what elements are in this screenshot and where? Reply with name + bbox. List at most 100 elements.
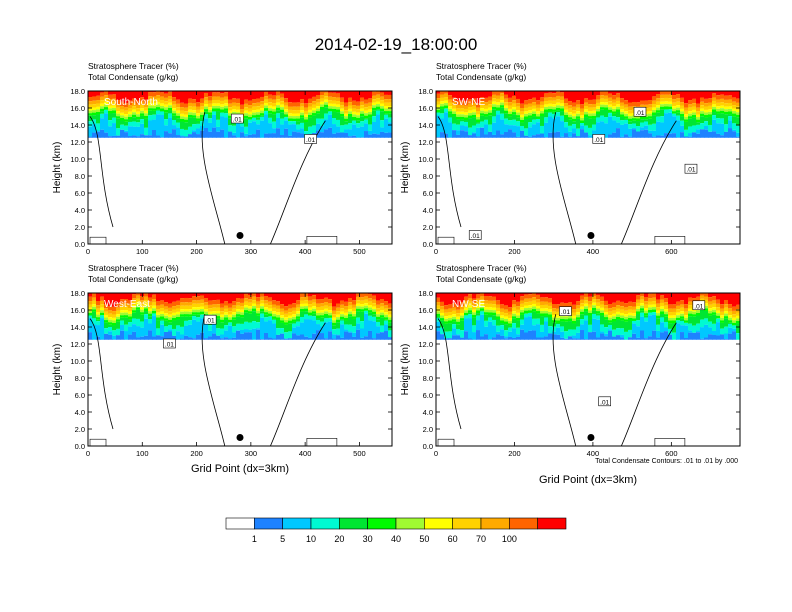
tracer-cell <box>380 103 385 107</box>
tracer-cell <box>364 115 369 119</box>
tracer-cell <box>236 109 241 113</box>
tracer-cell <box>236 103 241 107</box>
tracer-cell <box>88 312 93 316</box>
tracer-cell <box>204 302 209 306</box>
tracer-cell <box>216 328 221 336</box>
tracer-cell <box>596 294 601 300</box>
tracer-cell <box>684 107 689 111</box>
tracer-cell <box>648 315 653 337</box>
tracer-cell <box>596 99 601 103</box>
tracer-cell <box>708 102 713 106</box>
tracer-cell <box>296 300 301 305</box>
tracer-cell <box>504 305 509 310</box>
tracer-cell <box>468 314 473 319</box>
tracer-cell <box>472 306 477 310</box>
xlabel-right: Grid Point (dx=3km) <box>539 474 637 486</box>
tracer-cell <box>484 108 489 112</box>
tracer-cell <box>348 332 353 340</box>
tracer-cell <box>128 334 133 340</box>
tracer-cell <box>688 301 693 306</box>
tracer-cell <box>500 91 505 94</box>
tracer-cell <box>616 314 621 317</box>
tracer-cell <box>92 304 97 307</box>
tracer-cell <box>372 321 377 339</box>
tracer-cell <box>300 91 305 100</box>
tracer-cell <box>176 127 181 136</box>
contour-label: .01 <box>694 303 703 310</box>
tracer-cell <box>160 114 165 138</box>
tracer-cell <box>284 322 289 325</box>
tracer-cell <box>500 304 505 309</box>
tracer-cell <box>128 326 133 335</box>
tracer-cell <box>444 93 449 98</box>
tracer-cell <box>508 105 513 109</box>
tracer-cell <box>712 115 717 120</box>
tracer-cell <box>480 91 485 98</box>
tracer-cell <box>88 126 93 137</box>
tracer-cell <box>140 314 145 322</box>
tracer-cell <box>124 116 129 120</box>
tracer-cell <box>308 293 313 297</box>
tracer-cell <box>500 323 505 326</box>
tracer-cell <box>620 328 625 335</box>
tracer-cell <box>204 111 209 115</box>
tracer-cell <box>152 103 157 106</box>
tracer-cell <box>488 293 493 297</box>
tracer-cell <box>612 111 617 114</box>
tracer-cell <box>124 315 129 318</box>
tracer-cell <box>736 114 740 118</box>
tracer-cell <box>700 123 705 130</box>
tracer-cell <box>732 97 737 102</box>
tracer-cell <box>448 320 453 324</box>
tracer-cell <box>340 108 345 112</box>
tracer-cell <box>604 311 609 315</box>
tracer-cell <box>468 293 473 295</box>
tracer-cell <box>336 132 341 138</box>
tracer-cell <box>616 117 621 123</box>
tracer-cell <box>536 100 541 105</box>
tracer-cell <box>568 108 573 113</box>
tracer-cell <box>152 308 157 311</box>
tracer-cell <box>608 330 613 340</box>
tracer-cell <box>200 293 205 296</box>
tracer-cell <box>348 298 353 303</box>
tracer-cell <box>608 311 613 316</box>
tracer-cell <box>268 337 273 340</box>
tracer-cell <box>316 303 321 307</box>
tracer-cell <box>500 320 505 324</box>
tracer-cell <box>224 301 229 306</box>
tracer-cell <box>116 100 121 105</box>
tracer-cell <box>216 304 221 308</box>
tracer-cell <box>112 335 117 340</box>
panel-header-tracer: Stratosphere Tracer (%) <box>436 263 527 273</box>
tracer-cell <box>532 311 537 319</box>
tracer-cell <box>608 293 613 305</box>
tracer-cell <box>144 305 149 309</box>
tracer-cell <box>312 299 317 303</box>
tracer-cell <box>352 124 357 136</box>
tracer-cell <box>108 319 113 323</box>
tracer-cell <box>312 96 317 102</box>
tracer-cell <box>516 306 521 310</box>
tracer-cell <box>264 114 269 134</box>
tracer-cell <box>620 315 625 319</box>
tracer-cell <box>692 316 697 326</box>
tracer-cell <box>92 297 97 301</box>
tracer-cell <box>672 311 677 316</box>
tracer-cell <box>336 334 341 336</box>
tracer-cell <box>632 313 637 316</box>
contour-label-box <box>592 134 606 144</box>
tracer-cell <box>336 335 341 340</box>
tracer-cell <box>668 320 673 324</box>
tracer-cell <box>356 303 361 307</box>
tracer-cell <box>292 124 297 132</box>
tracer-cell <box>316 293 321 300</box>
tracer-cell <box>608 324 613 330</box>
tracer-cell <box>700 309 705 320</box>
tracer-cell <box>316 118 321 124</box>
tracer-cell <box>584 91 589 99</box>
tracer-cell <box>348 113 353 117</box>
tracer-cell <box>272 313 277 317</box>
tracer-cell <box>668 106 673 110</box>
tracer-cell <box>292 333 297 340</box>
